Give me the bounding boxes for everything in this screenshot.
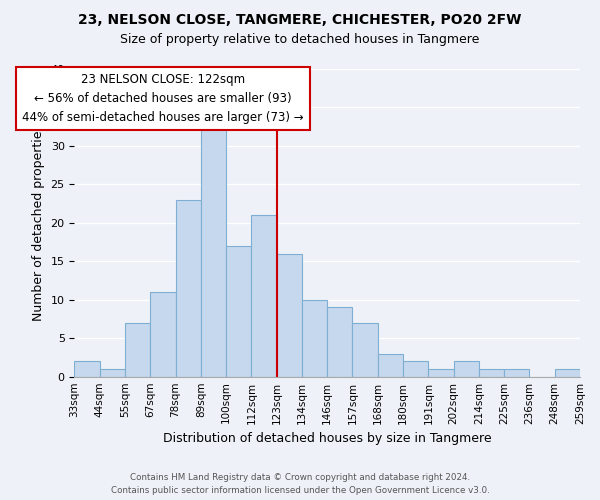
Bar (504, 369, 529, 376)
Bar (454, 362, 479, 376)
Bar (74, 362, 100, 376)
Bar (352, 323, 378, 376)
Bar (277, 254, 302, 376)
Text: Size of property relative to detached houses in Tangmere: Size of property relative to detached ho… (121, 32, 479, 46)
Text: 23 NELSON CLOSE: 122sqm
← 56% of detached houses are smaller (93)
44% of semi-de: 23 NELSON CLOSE: 122sqm ← 56% of detache… (22, 73, 304, 124)
Bar (403, 362, 428, 376)
Bar (479, 369, 504, 376)
X-axis label: Distribution of detached houses by size in Tangmere: Distribution of detached houses by size … (163, 432, 491, 445)
Text: 23, NELSON CLOSE, TANGMERE, CHICHESTER, PO20 2FW: 23, NELSON CLOSE, TANGMERE, CHICHESTER, … (79, 12, 521, 26)
Bar (150, 292, 176, 376)
Bar (555, 369, 580, 376)
Y-axis label: Number of detached properties: Number of detached properties (32, 124, 45, 322)
Bar (176, 200, 201, 376)
Bar (378, 354, 403, 376)
Bar (125, 323, 150, 376)
Bar (302, 300, 327, 376)
Bar (100, 369, 125, 376)
Bar (327, 308, 352, 376)
Bar (428, 369, 454, 376)
Bar (201, 123, 226, 376)
Text: Contains HM Land Registry data © Crown copyright and database right 2024.
Contai: Contains HM Land Registry data © Crown c… (110, 474, 490, 495)
Bar (251, 215, 277, 376)
Bar (226, 246, 251, 376)
